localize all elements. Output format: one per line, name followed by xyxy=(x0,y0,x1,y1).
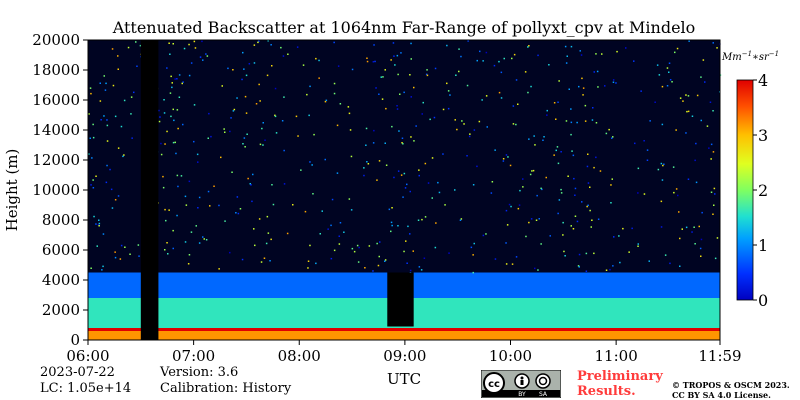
y-tick-label-9: 18000 xyxy=(32,61,80,79)
colorbar-tick-label-0: 0 xyxy=(758,291,768,310)
x-axis-label: UTC xyxy=(387,370,421,388)
x-tick-label-1: 07:00 xyxy=(172,347,215,365)
preliminary-notice: Preliminary Results. xyxy=(577,369,663,399)
colorbar-tick-label-4: 4 xyxy=(758,71,768,90)
gap-1 xyxy=(387,272,414,327)
y-tick-label-8: 16000 xyxy=(32,91,80,109)
svg-text:cc: cc xyxy=(488,379,500,390)
y-tick-label-10: 20000 xyxy=(32,31,80,49)
colorbar-tick-label-1: 1 xyxy=(758,236,768,255)
cc-license-logo: cc BY SA xyxy=(481,370,561,398)
gap-0 xyxy=(140,40,159,340)
colorbar-ticks: 0 1 2 3 4 xyxy=(753,71,768,310)
cc-by-text: BY xyxy=(518,391,526,398)
noise-speckle xyxy=(88,40,722,274)
x-tick-label-6: 11:59 xyxy=(698,347,741,365)
y-tick-label-2: 4000 xyxy=(42,271,80,289)
y-tick-label-3: 6000 xyxy=(42,241,80,259)
layer-1 xyxy=(88,328,720,331)
lc-label: LC: 1.05e+14 xyxy=(40,381,132,396)
x-axis: 06:00 07:00 08:00 09:00 10:00 11:00 11:59 xyxy=(66,340,742,365)
colorbar-tick-label-3: 3 xyxy=(758,126,768,145)
date-label: 2023-07-22 xyxy=(40,365,115,380)
layer-0 xyxy=(88,331,720,340)
heatmap-layers xyxy=(88,40,722,340)
y-tick-label-1: 2000 xyxy=(42,301,80,319)
y-tick-label-6: 12000 xyxy=(32,151,80,169)
y-axis-label: Height (m) xyxy=(3,149,21,232)
x-tick-label-2: 08:00 xyxy=(278,347,321,365)
x-tick-label-4: 10:00 xyxy=(489,347,532,365)
colorbar-tick-label-2: 2 xyxy=(758,181,768,200)
cc-sa-text: SA xyxy=(539,391,548,398)
x-tick-label-0: 06:00 xyxy=(66,347,109,365)
colorbar xyxy=(736,79,754,301)
colorbar-unit: Mm−1∗sr−1 xyxy=(721,50,779,63)
preliminary-line2: Results. xyxy=(577,384,636,399)
copyright-line1: © TROPOS & OSCM 2023. xyxy=(672,380,790,390)
calibration-label: Calibration: History xyxy=(160,381,292,396)
y-axis: 0 2000 4000 6000 8000 10000 12000 14000 16000 180… xyxy=(32,31,88,349)
copyright-line2: CC BY SA 4.0 License. xyxy=(672,390,771,400)
copyright-notice: © TROPOS & OSCM 2023. CC BY SA 4.0 Licen… xyxy=(672,380,790,400)
y-tick-label-4: 8000 xyxy=(42,211,80,229)
chart-title: Attenuated Backscatter at 1064nm Far-Ran… xyxy=(112,18,696,37)
x-tick-label-3: 09:00 xyxy=(383,347,426,365)
preliminary-line1: Preliminary xyxy=(577,369,663,384)
y-tick-label-0: 0 xyxy=(70,331,80,349)
version-label: Version: 3.6 xyxy=(160,365,239,380)
layer-4 xyxy=(88,40,720,273)
y-tick-label-5: 10000 xyxy=(32,181,80,199)
y-tick-label-7: 14000 xyxy=(32,121,80,139)
x-tick-label-5: 11:00 xyxy=(595,347,638,365)
